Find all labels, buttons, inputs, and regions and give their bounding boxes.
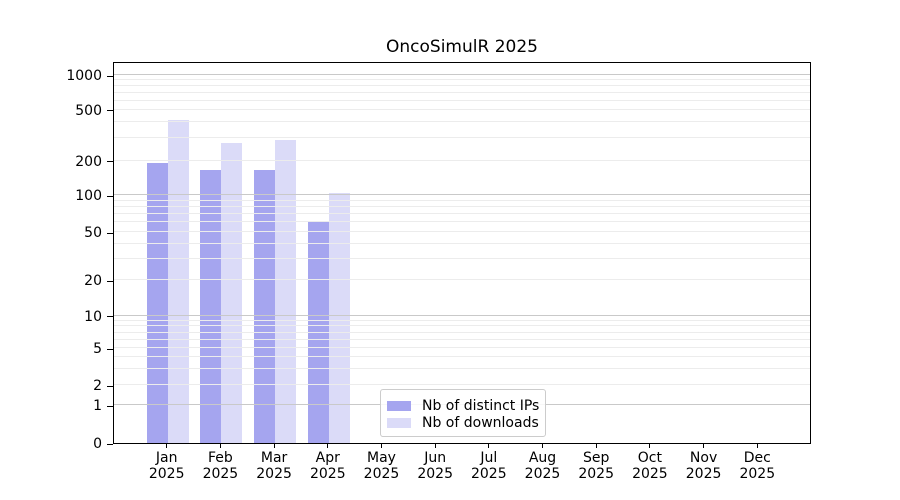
x-axis-tick-mark <box>756 444 758 448</box>
bar-downloads <box>167 120 189 443</box>
y-axis-tick-label: 2 <box>93 378 102 395</box>
grid-line-minor <box>114 99 810 101</box>
grid-line-minor <box>114 213 810 215</box>
y-axis-tick-label: 1 <box>93 398 102 415</box>
legend-swatch-downloads <box>387 417 411 428</box>
y-axis-tick-label: 50 <box>84 225 102 242</box>
y-axis-tick-label: 1000 <box>66 68 102 84</box>
legend-label: Nb of downloads <box>422 414 539 431</box>
x-axis-tick-mark <box>649 444 651 448</box>
grid-line-minor <box>114 356 810 358</box>
grid-line-minor <box>114 347 810 349</box>
y-axis-tick-label: 5 <box>93 341 102 358</box>
x-axis-tick-mark <box>595 444 597 448</box>
grid-line-minor <box>114 331 810 333</box>
x-axis-month-label: Jan 2025 <box>148 450 185 482</box>
bar-distinct-ips <box>254 170 276 443</box>
grid-line-minor <box>114 91 810 93</box>
y-axis-tick-mark <box>107 110 113 112</box>
legend-swatch-distinct-ips <box>387 400 411 411</box>
y-axis-tick-label: 200 <box>75 153 102 170</box>
grid-line-minor <box>114 221 810 223</box>
grid-line-minor <box>114 79 810 81</box>
x-axis-tick-mark <box>327 444 329 448</box>
x-axis-month-label: Mar 2025 <box>256 450 292 482</box>
y-axis-tick-mark <box>107 348 113 350</box>
y-axis-tick-mark <box>107 385 113 387</box>
grid-line-minor <box>114 121 810 123</box>
x-axis-month-label: Dec 2025 <box>739 450 776 482</box>
y-axis-tick-mark <box>107 280 113 282</box>
x-axis-month-label: Jul 2025 <box>470 450 507 482</box>
y-axis-tick-mark <box>107 316 113 318</box>
y-axis-tick-label: 0 <box>93 436 102 452</box>
legend-item: Nb of downloads <box>387 414 539 431</box>
legend-label: Nb of distinct IPs <box>422 397 540 414</box>
bar-downloads <box>328 192 350 443</box>
grid-line-minor <box>114 325 810 327</box>
y-axis-tick-mark <box>107 195 113 197</box>
legend: Nb of distinct IPs Nb of downloads <box>380 389 546 437</box>
x-axis-tick-mark <box>703 444 705 448</box>
x-axis-month-label: May 2025 <box>363 450 400 482</box>
y-axis-tick-mark <box>107 443 113 445</box>
grid-line-minor <box>114 338 810 340</box>
grid-line-minor <box>114 258 810 259</box>
bar-downloads <box>221 143 243 443</box>
grid-line-major <box>114 194 810 196</box>
x-axis-tick-mark <box>488 444 490 448</box>
bar-distinct-ips <box>146 163 168 443</box>
grid-line-major <box>114 314 810 316</box>
bar-distinct-ips <box>307 222 329 443</box>
y-axis-tick-mark <box>107 161 113 163</box>
legend-item: Nb of distinct IPs <box>387 397 539 414</box>
y-axis-tick-mark <box>107 75 113 77</box>
x-axis-tick-mark <box>273 444 275 448</box>
bar-downloads <box>275 140 297 443</box>
plot-area <box>113 62 811 444</box>
grid-line-minor <box>114 206 810 207</box>
x-axis-tick-mark <box>542 444 543 448</box>
x-axis-month-label: Sep 2025 <box>578 450 614 482</box>
bar-distinct-ips <box>200 170 222 443</box>
x-axis-month-label: Apr 2025 <box>309 450 346 482</box>
x-axis-month-label: Feb 2025 <box>202 450 239 482</box>
grid-line-minor <box>114 231 810 233</box>
grid-line-minor <box>114 279 810 281</box>
y-axis-tick-mark <box>107 232 113 234</box>
grid-line-major <box>114 74 810 75</box>
y-axis-tick-label: 20 <box>84 273 102 290</box>
y-axis-tick-label: 100 <box>75 188 102 205</box>
x-axis-tick-mark <box>166 444 168 448</box>
y-axis-tick-mark <box>107 405 113 407</box>
grid-line-minor <box>114 108 810 110</box>
grid-line-minor <box>114 384 810 386</box>
chart-title: OncoSimulR 2025 <box>386 37 538 57</box>
x-axis-tick-mark <box>381 444 382 448</box>
x-axis-tick-mark <box>434 444 436 448</box>
grid-line-minor <box>114 367 810 369</box>
grid-line-minor <box>114 199 810 201</box>
grid-line-minor <box>114 319 810 321</box>
grid-line-minor <box>114 242 810 244</box>
x-axis-month-label: Jun 2025 <box>417 450 453 482</box>
x-axis-month-label: Nov 2025 <box>685 450 722 482</box>
y-axis-tick-label: 500 <box>75 102 102 119</box>
x-axis-month-label: Aug 2025 <box>524 450 561 482</box>
grid-line-minor <box>114 85 810 87</box>
x-axis-tick-mark <box>219 444 221 448</box>
grid-line-minor <box>114 159 810 161</box>
y-axis-tick-label: 10 <box>84 308 102 325</box>
x-axis-month-label: Oct 2025 <box>632 450 668 482</box>
grid-line-minor <box>114 137 810 139</box>
